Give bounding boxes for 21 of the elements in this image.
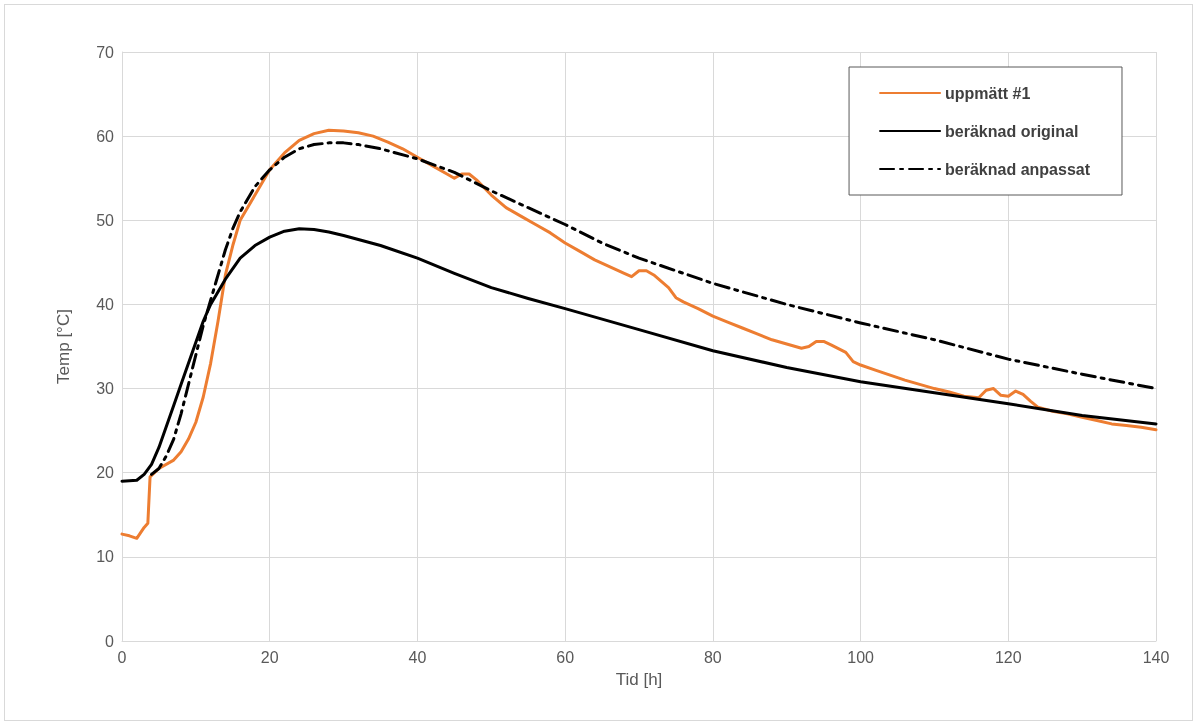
y-tick-label: 40 (96, 295, 115, 313)
x-tick-label: 20 (260, 648, 279, 666)
x-tick-label: 60 (556, 648, 575, 666)
legend-label: beräknad anpassat (945, 160, 1091, 178)
y-tick-label: 20 (96, 464, 115, 482)
y-tick-label: 60 (96, 127, 115, 145)
y-axis-title: Temp [°C] (54, 309, 73, 384)
x-tick-label: 120 (994, 648, 1022, 666)
y-tick-label: 0 (105, 632, 115, 650)
x-tick-label: 0 (117, 648, 127, 666)
legend-label: beräknad original (945, 122, 1079, 140)
x-tick-label: 100 (847, 648, 875, 666)
y-tick-label: 30 (96, 380, 115, 398)
x-tick-label: 80 (703, 648, 722, 666)
y-tick-label: 50 (96, 211, 115, 229)
x-axis-title: Tid [h] (615, 670, 663, 689)
y-tick-label: 70 (96, 43, 115, 61)
x-tick-label: 40 (408, 648, 427, 666)
x-tick-label: 140 (1142, 648, 1170, 666)
legend-label: uppmätt #1 (945, 84, 1031, 102)
y-tick-label: 10 (96, 548, 115, 566)
